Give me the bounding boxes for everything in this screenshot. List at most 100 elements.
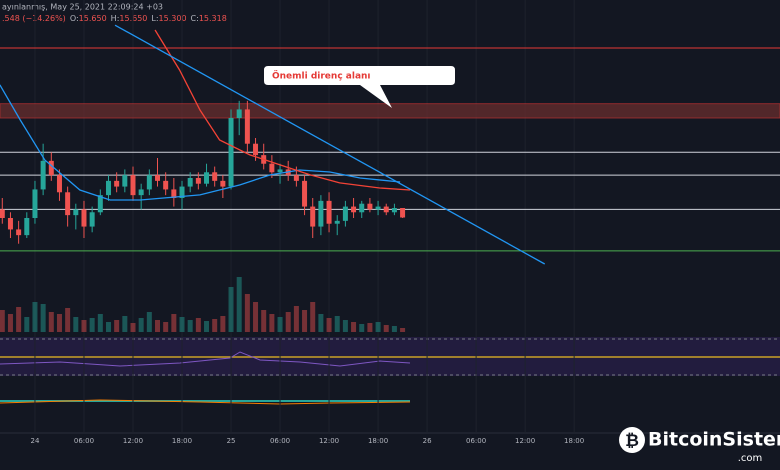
volume-bar bbox=[236, 277, 242, 332]
candle-body bbox=[32, 189, 38, 218]
candle-body bbox=[318, 200, 324, 227]
header-value: 15.650 bbox=[79, 14, 107, 23]
candle-body bbox=[0, 209, 5, 218]
candle-body bbox=[73, 209, 79, 216]
volume-bar bbox=[89, 318, 95, 332]
volume-bar bbox=[244, 294, 250, 332]
volume-bar bbox=[65, 308, 71, 332]
trendline bbox=[114, 24, 546, 265]
candle-body bbox=[310, 206, 316, 227]
annotation: Önemli direnç alanı bbox=[264, 66, 455, 108]
volume-bar bbox=[171, 314, 177, 332]
candle-body bbox=[244, 109, 250, 144]
volume-bar bbox=[367, 323, 373, 332]
candle-body bbox=[400, 208, 406, 218]
volume-bar bbox=[114, 320, 120, 332]
volume-bar bbox=[81, 320, 87, 332]
volume-bar bbox=[342, 320, 348, 332]
x-tick-label: 18:00 bbox=[172, 437, 192, 445]
candle-body bbox=[367, 203, 373, 210]
candle-body bbox=[179, 186, 185, 198]
header-change: .548 (−14.26%) bbox=[2, 14, 66, 23]
candle-body bbox=[391, 208, 397, 213]
candle-body bbox=[155, 175, 161, 181]
candle-body bbox=[16, 229, 22, 236]
volume-bar bbox=[97, 314, 103, 332]
volume-bar bbox=[7, 314, 13, 332]
volume-bar bbox=[105, 322, 111, 332]
candle-body bbox=[253, 143, 259, 156]
candle-body bbox=[138, 189, 144, 196]
ma-slow bbox=[154, 29, 410, 191]
candle-body bbox=[7, 218, 13, 230]
volume-bar bbox=[310, 302, 316, 332]
watermark-name: BitcoinSistemi bbox=[648, 429, 780, 451]
volume-bar bbox=[122, 316, 128, 332]
volume-bar bbox=[285, 312, 291, 332]
volume-bar bbox=[163, 322, 169, 332]
x-tick-label: 18:00 bbox=[368, 437, 388, 445]
volume-bar bbox=[277, 317, 283, 332]
volume-bar bbox=[130, 323, 136, 332]
volume-bar bbox=[391, 326, 397, 332]
volume-bar bbox=[204, 321, 210, 332]
candle-body bbox=[236, 109, 242, 118]
volume-bar bbox=[326, 318, 332, 332]
x-tick-label: 06:00 bbox=[74, 437, 94, 445]
volume-bar bbox=[212, 319, 218, 332]
volume-bar bbox=[0, 310, 5, 332]
candle-body bbox=[114, 180, 120, 187]
candle-body bbox=[56, 175, 62, 193]
watermark-icon: ₿ bbox=[625, 431, 639, 451]
volume-bar bbox=[32, 302, 38, 332]
header-key: C: bbox=[191, 14, 199, 23]
volume-bar bbox=[146, 312, 152, 332]
volume-bar bbox=[383, 325, 389, 332]
candle-body bbox=[65, 192, 71, 216]
header-key: O: bbox=[70, 14, 79, 23]
x-tick-label: 12:00 bbox=[319, 437, 339, 445]
candle-body bbox=[293, 175, 299, 181]
candle-body bbox=[334, 220, 340, 224]
header-key: H: bbox=[111, 14, 120, 23]
volume-bar bbox=[187, 320, 193, 332]
candle-body bbox=[375, 206, 381, 210]
candle-body bbox=[187, 178, 193, 187]
candle-body bbox=[326, 200, 332, 224]
watermark-logo bbox=[619, 427, 645, 453]
volume-bar bbox=[400, 328, 406, 332]
candle-body bbox=[97, 195, 103, 213]
candle-body bbox=[212, 172, 218, 181]
x-tick-label: 25 bbox=[227, 437, 236, 445]
candle-body bbox=[146, 175, 152, 190]
x-tick-label: 12:00 bbox=[123, 437, 143, 445]
resistance-zone bbox=[0, 103, 780, 119]
rsi-line bbox=[0, 351, 411, 367]
candle-body bbox=[383, 206, 389, 213]
volume-bar bbox=[40, 304, 46, 332]
candle-body bbox=[163, 180, 169, 190]
volume-bar bbox=[56, 314, 62, 332]
candle-body bbox=[359, 203, 365, 213]
volume-bar bbox=[179, 317, 185, 332]
candle-body bbox=[89, 212, 95, 227]
volume-bar bbox=[253, 302, 259, 332]
volume-bar bbox=[73, 317, 79, 332]
volume-bar bbox=[228, 287, 234, 332]
watermark: ₿ BitcoinSistemi .com bbox=[619, 427, 780, 464]
candle-body bbox=[228, 118, 234, 187]
header-key: L: bbox=[151, 14, 158, 23]
header-ohlc: .548 (−14.26%)O:15.650H:15.650L:15.300C:… bbox=[2, 14, 227, 23]
volume-bar bbox=[261, 310, 267, 332]
volume-bar bbox=[220, 316, 226, 332]
annotation-bubble bbox=[264, 66, 455, 108]
volume-bar bbox=[155, 320, 161, 332]
x-tick-label: 18:00 bbox=[564, 437, 584, 445]
volume-bar bbox=[351, 322, 357, 332]
volume-bar bbox=[334, 316, 340, 332]
volume-bar bbox=[269, 314, 275, 332]
header-value: 15.318 bbox=[199, 14, 227, 23]
candle-body bbox=[171, 189, 177, 198]
volume-bar bbox=[293, 306, 299, 332]
volume-bar bbox=[375, 322, 381, 332]
